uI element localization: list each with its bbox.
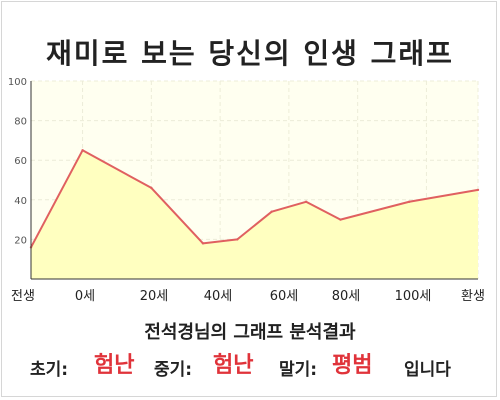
data-point: [408, 200, 411, 203]
data-point: [270, 210, 273, 213]
y-tick-label: 40: [14, 196, 27, 207]
mid-label: 중기:: [154, 360, 193, 380]
series-line: [30, 149, 479, 248]
x-tick-label: 60세: [270, 289, 299, 304]
mid-value: 험난: [213, 353, 254, 378]
data-point: [304, 200, 308, 203]
early-value: 험난: [94, 353, 135, 378]
x-tick-labels: 전생 0세 20세 40세 60세 80세 100세 환생: [11, 289, 485, 304]
data-point: [236, 238, 239, 241]
y-tick-label: 80: [14, 117, 27, 128]
data-point: [81, 149, 84, 152]
x-tick-label: 0세: [75, 289, 95, 304]
data-point: [201, 242, 205, 245]
data-point: [339, 218, 342, 221]
y-tick-label: 100: [8, 77, 27, 88]
late-value: 평범: [332, 353, 373, 378]
result-suffix: 입니다: [404, 360, 451, 380]
early-label: 초기:: [30, 360, 69, 380]
late-label: 말기:: [279, 360, 318, 380]
x-tick-label: 환생: [461, 289, 485, 304]
data-point: [476, 188, 480, 192]
analysis-result-row: 초기: 험난 중기: 험난 말기: 평범 입니다: [0, 347, 500, 381]
x-tick-label: 80세: [332, 289, 361, 304]
x-tick-label: 40세: [204, 289, 233, 304]
x-tick-label: 20세: [140, 289, 169, 304]
y-tick-label: 60: [14, 156, 27, 167]
area-fill: [31, 150, 478, 279]
data-point: [150, 186, 153, 190]
x-tick-label: 100세: [395, 289, 432, 304]
y-tick-labels: 20 40 60 80 100: [8, 77, 27, 246]
life-graph-chart: 20 40 60 80 100 전생 0세 20세 40세 60세 80세 100세 환생: [8, 77, 485, 304]
chart-title: 재미로 보는 당신의 인생 그래프: [46, 37, 454, 70]
axes: [30, 81, 478, 280]
analysis-subtitle: 전석경님의 그래프 분석결과: [144, 322, 356, 343]
area-layer: [29, 149, 480, 279]
x-tick-label: 전생: [11, 289, 35, 304]
y-tick-label: 20: [14, 235, 27, 246]
